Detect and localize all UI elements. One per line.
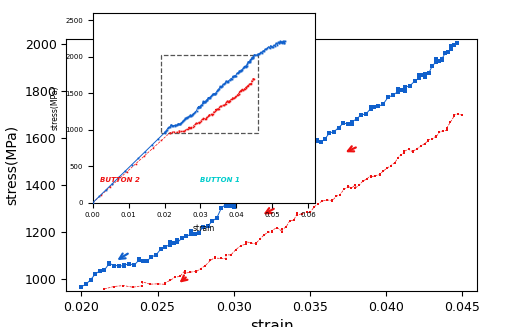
Text: BUTTON 1: BUTTON 1 (200, 177, 240, 183)
Text: BUTTON 2: BUTTON 2 (100, 177, 140, 183)
Y-axis label: stress(MPa): stress(MPa) (5, 125, 19, 205)
Bar (161, 55, 258, 133)
X-axis label: strain: strain (250, 319, 294, 327)
X-axis label: strain: strain (193, 224, 215, 233)
Y-axis label: stress(MPa): stress(MPa) (50, 86, 59, 130)
